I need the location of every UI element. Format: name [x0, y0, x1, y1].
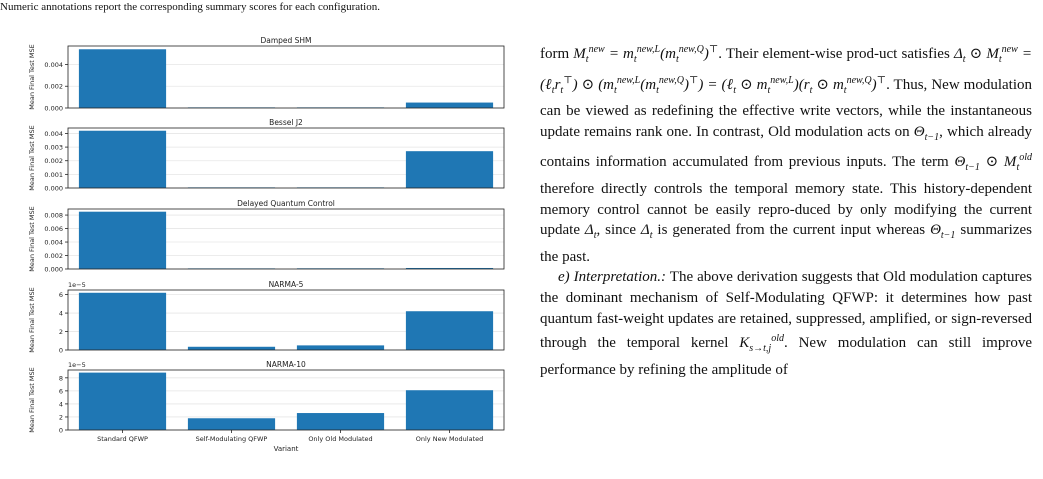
eq-mnew-def: Mtnew = mtnew,L(mtnew,Q)⊤: [573, 44, 719, 65]
y-tick-label: 0.000: [44, 105, 63, 113]
figure: 0.000 0.002 0.004 Damped SHM Mean Final Test…: [28, 36, 505, 453]
y-axis-label: Mean Final Test MSE: [28, 287, 36, 353]
section-heading: e) Interpretation.:: [558, 269, 667, 286]
bar: [405, 390, 494, 430]
y-tick-label: 6: [59, 291, 63, 299]
paragraph-modulation: form Mtnew = mtnew,L(mtnew,Q)⊤. Their el…: [540, 44, 1032, 265]
y-tick-label: 0.008: [44, 212, 63, 220]
y-tick-label: 4: [59, 400, 63, 408]
y-tick-label: 0.001: [44, 171, 63, 179]
bar: [405, 267, 494, 269]
y-axis-label: Mean Final Test MSE: [28, 125, 36, 191]
y-tick-label: 6: [59, 387, 63, 395]
y-axis-label: Mean Final Test MSE: [28, 44, 36, 110]
y-tick-label: 0: [59, 427, 63, 435]
paragraph-interpretation: e) Interpretation.: The above derivation…: [540, 269, 1033, 378]
bar: [187, 346, 276, 350]
bar: [405, 102, 494, 108]
bar: [405, 151, 494, 188]
axes-frame: [67, 289, 505, 351]
y-tick-label: 2: [59, 328, 63, 336]
y-tick-label: 0: [59, 347, 63, 355]
y-tick-label: 0.003: [44, 144, 63, 152]
bar: [78, 372, 167, 430]
axes-frame: [67, 127, 505, 189]
eq-hadamard: Δt ⊙ Mtnew = (ℓtrt⊤) ⊙ (mtnew,L(mtnew,Q)…: [540, 44, 1032, 96]
bar: [78, 292, 167, 350]
bar: [405, 311, 494, 350]
x-tick-label: Only Old Modulated: [308, 435, 372, 443]
x-tick-label: Standard QFWP: [97, 435, 148, 443]
x-tick-label: Self-Modulating QFWP: [196, 435, 268, 443]
bar: [296, 345, 385, 350]
y-tick-label: 0.002: [44, 252, 63, 260]
axes-frame: [67, 369, 505, 431]
y-tick-label: 0.000: [44, 266, 63, 274]
x-tick-label: Only New Modulated: [416, 435, 484, 443]
subplot-title: Delayed Quantum Control: [237, 199, 335, 208]
body-text: form Mtnew = mtnew,L(mtnew,Q)⊤. Their el…: [540, 40, 1032, 380]
y-tick-label: 8: [59, 374, 63, 382]
bar: [78, 49, 167, 108]
offset-label: 1e−5: [68, 281, 86, 289]
bar: [187, 418, 276, 430]
y-tick-label: 4: [59, 310, 63, 318]
y-tick-label: 0.002: [44, 157, 63, 165]
subplot-title: NARMA-5: [269, 280, 304, 289]
eq-kernel: Ks→t,jold: [739, 333, 784, 355]
y-tick-label: 0.004: [44, 239, 63, 247]
x-axis-label: Variant: [274, 445, 299, 453]
bar: [78, 130, 167, 188]
subplot-title: Damped SHM: [260, 36, 311, 45]
axes-frame: [67, 45, 505, 109]
y-axis-label: Mean Final Test MSE: [28, 206, 36, 272]
y-tick-label: 2: [59, 413, 63, 421]
y-tick-label: 0.000: [44, 185, 63, 193]
bar: [78, 211, 167, 269]
subplot-title: Bessel J2: [269, 118, 303, 127]
y-tick-label: 0.004: [44, 61, 63, 69]
y-tick-label: 0.002: [44, 83, 63, 91]
y-axis-label: Mean Final Test MSE: [28, 367, 36, 433]
figure-caption: Numeric annotations report the correspon…: [0, 1, 380, 13]
subplot-title: NARMA-10: [266, 360, 306, 369]
bar: [296, 413, 385, 430]
axes-frame: [67, 208, 505, 270]
y-tick-label: 0.006: [44, 225, 63, 233]
y-tick-label: 0.004: [44, 130, 63, 138]
offset-label: 1e−5: [68, 361, 86, 369]
